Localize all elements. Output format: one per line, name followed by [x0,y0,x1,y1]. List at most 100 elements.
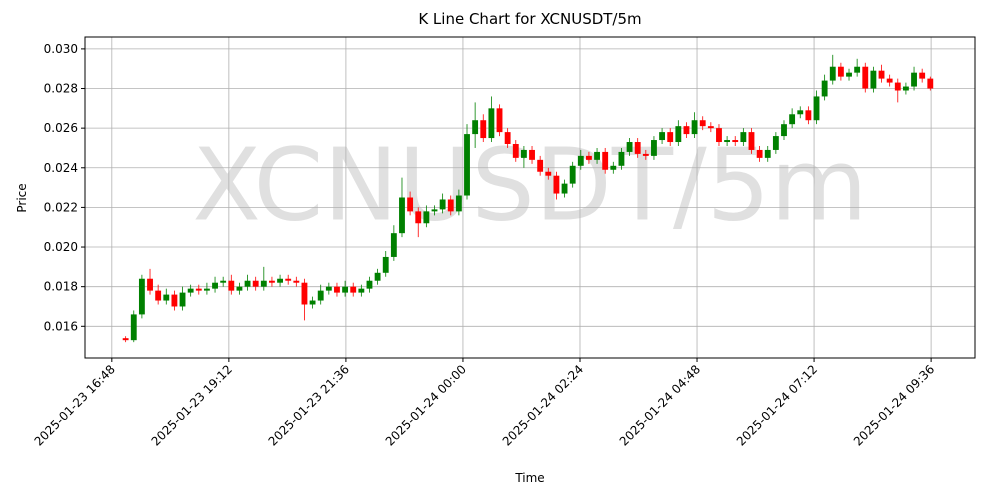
candle-body [586,155,592,160]
candle-body [699,120,706,127]
candle-body [707,126,714,129]
candle-body [431,209,438,212]
candle-body [415,211,422,224]
candle-body [642,153,649,156]
candle-body [862,66,869,89]
candle-body [610,165,617,170]
candle-body [732,140,739,143]
candle-body [447,199,454,212]
candle-body [236,286,243,291]
candle-body [618,151,625,166]
candle-body [797,110,804,115]
candle-body [602,151,609,170]
candle-body [350,286,357,293]
candle-body [545,171,552,176]
x-tick-label: 2025-01-24 09:36 [851,362,937,448]
candle-body [724,140,731,143]
candle-body [561,183,568,194]
candle-body [163,294,170,301]
candle-body [740,132,747,143]
candle-body [439,199,446,210]
candle-body [171,294,178,307]
candle-body [472,120,479,135]
candle-body [764,149,771,158]
candle-body [317,290,324,301]
x-tick-label: 2025-01-23 16:48 [32,362,118,448]
candle-body [569,165,576,184]
chart-title: K Line Chart for XCNUSDT/5m [418,10,641,28]
candle-body [203,288,210,291]
candle-body [651,140,657,156]
candle-body [837,66,844,77]
candle-body [277,278,283,283]
candle-body [260,280,267,287]
y-tick-label: 0.022 [44,200,78,214]
candle-body [130,314,137,341]
x-axis-label: Time [514,471,544,485]
candle-body [789,114,796,125]
candle-body [911,72,917,87]
y-tick-label: 0.026 [44,121,78,135]
candle-body [878,70,885,79]
candle-body [675,126,682,143]
candle-body [480,120,487,139]
candle-body [683,126,690,135]
candle-body [846,72,852,77]
candle-body [455,195,462,212]
candle-body [805,110,812,121]
candle-body [138,278,145,315]
y-tick-label: 0.028 [44,82,78,96]
candle-body [390,233,397,257]
watermark: XCNUSDT/5m [192,126,867,243]
candle-body [594,151,600,160]
candle-body [537,159,544,172]
candle-body [285,278,292,281]
candle-body [399,197,405,234]
candle-body [854,66,861,73]
candle-body [155,290,162,301]
candle-body [252,280,259,287]
candle-body [293,280,300,283]
candle-body [374,272,381,281]
y-tick-label: 0.016 [44,319,78,333]
candle-body [366,280,373,289]
y-axis-label: Price [15,183,29,212]
x-tick-label: 2025-01-24 04:48 [617,362,703,448]
candle-body [504,132,511,144]
x-tick-label: 2025-01-24 00:00 [383,362,469,448]
candle-body [667,132,674,143]
candle-body [919,72,926,79]
candle-body [626,142,633,152]
x-tick-label: 2025-01-23 21:36 [266,362,352,448]
candle-body [212,282,218,289]
candle-body [244,280,251,287]
candle-body [781,124,787,137]
candle-body [716,128,722,143]
candle-body [821,80,828,97]
candle-body [748,132,755,150]
y-tick-label: 0.018 [44,280,78,294]
candle-body [512,144,519,158]
y-tick-label: 0.020 [44,240,78,254]
candle-body [179,292,186,307]
candle-body [122,338,129,341]
candle-body [829,66,836,81]
candle-body [228,280,235,291]
candle-body [220,280,227,283]
candle-body [902,86,909,91]
candle-body [496,108,503,133]
candle-body [334,286,340,293]
candle-body [464,134,470,196]
candle-body [309,300,316,305]
candle-body [187,288,194,293]
plot-frame [84,36,976,359]
x-tick-label: 2025-01-23 19:12 [149,362,235,448]
x-tick-label: 2025-01-24 07:12 [734,362,820,448]
candle-body [407,197,414,212]
candle-body [147,278,153,291]
candle-body [358,288,365,293]
candle-body [894,82,901,91]
candle-body [577,155,584,166]
